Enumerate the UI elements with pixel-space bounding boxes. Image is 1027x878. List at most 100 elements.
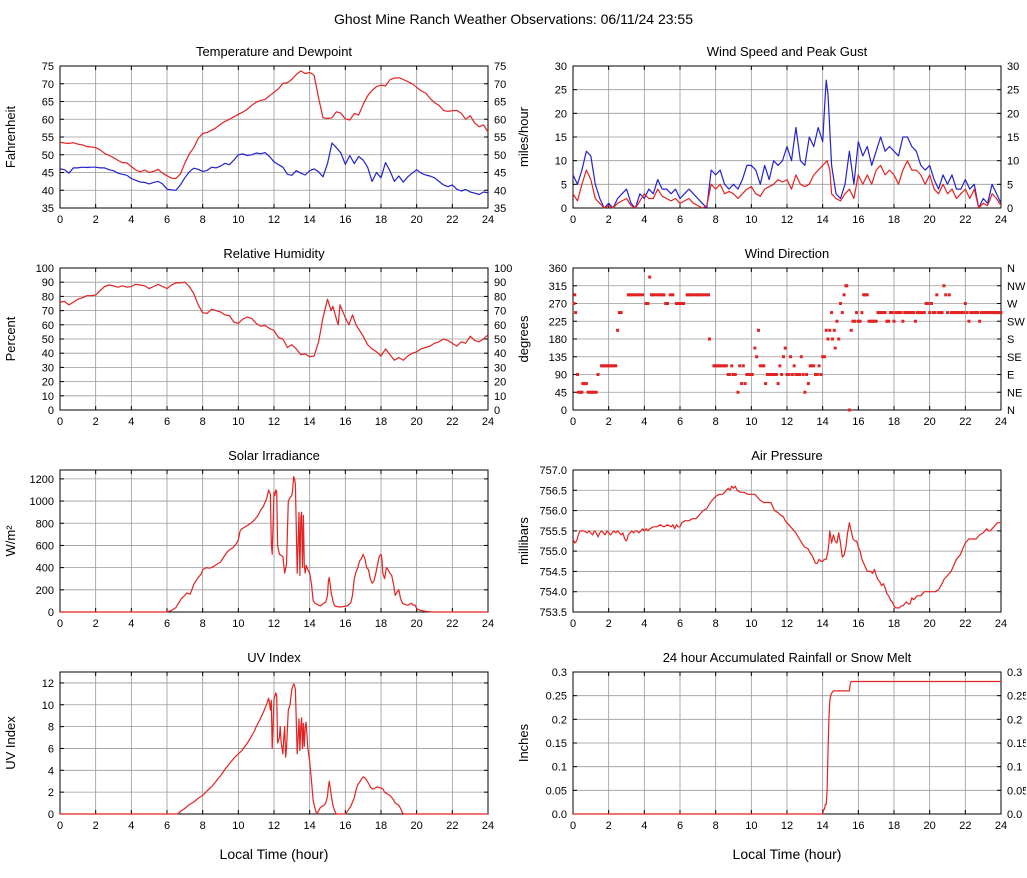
svg-text:4: 4 (641, 416, 647, 428)
svg-text:0.15: 0.15 (1007, 738, 1026, 750)
svg-text:12: 12 (268, 820, 280, 832)
svg-text:20: 20 (924, 416, 936, 428)
wind-direction-plot: 0 2 4 6 8 10 12 14 16 18 20 22 240459013518022527031… (516, 264, 1026, 428)
svg-text:6: 6 (164, 416, 170, 428)
svg-text:0.2: 0.2 (1007, 714, 1022, 726)
svg-text:W/m²: W/m² (3, 525, 18, 557)
svg-text:22: 22 (446, 618, 458, 630)
svg-text:60: 60 (494, 320, 506, 332)
svg-text:2: 2 (93, 214, 99, 226)
svg-text:757.0: 757.0 (539, 466, 567, 477)
svg-text:20: 20 (42, 377, 54, 389)
svg-text:16: 16 (339, 416, 351, 428)
svg-text:SW: SW (1007, 316, 1025, 328)
svg-text:0.25: 0.25 (546, 691, 567, 703)
svg-text:8: 8 (713, 214, 719, 226)
svg-text:18: 18 (375, 820, 387, 832)
svg-text:14: 14 (304, 618, 316, 630)
svg-text:4: 4 (641, 618, 647, 630)
svg-text:24: 24 (995, 820, 1007, 832)
svg-text:4: 4 (128, 820, 134, 832)
svg-text:0: 0 (570, 214, 576, 226)
svg-text:18: 18 (888, 214, 900, 226)
svg-text:10: 10 (745, 820, 757, 832)
svg-text:60: 60 (42, 114, 54, 126)
svg-text:20: 20 (411, 618, 423, 630)
svg-text:25: 25 (1007, 85, 1019, 97)
svg-text:90: 90 (494, 277, 506, 289)
svg-text:30: 30 (494, 362, 506, 374)
svg-text:20: 20 (555, 108, 567, 120)
svg-text:40: 40 (42, 348, 54, 360)
svg-text:0: 0 (570, 416, 576, 428)
svg-text:5: 5 (561, 179, 567, 191)
svg-text:14: 14 (304, 820, 316, 832)
svg-text:22: 22 (959, 214, 971, 226)
svg-text:40: 40 (42, 185, 54, 197)
svg-text:65: 65 (494, 97, 506, 109)
svg-text:8: 8 (48, 722, 54, 734)
svg-text:14: 14 (817, 214, 829, 226)
svg-text:0: 0 (48, 607, 54, 619)
svg-text:0.05: 0.05 (1007, 785, 1026, 797)
svg-text:75: 75 (42, 62, 54, 73)
svg-text:45: 45 (494, 168, 506, 180)
svg-text:NE: NE (1007, 387, 1022, 399)
svg-text:315: 315 (549, 281, 567, 293)
svg-text:10: 10 (555, 156, 567, 168)
svg-text:8: 8 (200, 618, 206, 630)
svg-text:2: 2 (606, 618, 612, 630)
svg-text:8: 8 (713, 618, 719, 630)
svg-text:22: 22 (446, 416, 458, 428)
svg-text:8: 8 (713, 416, 719, 428)
svg-text:45: 45 (42, 168, 54, 180)
chart-title-relative-humidity: Relative Humidity (223, 246, 325, 261)
chart-title-solar-irradiance: Solar Irradiance (228, 448, 320, 463)
svg-text:10: 10 (745, 416, 757, 428)
svg-text:800: 800 (36, 518, 54, 530)
svg-text:12: 12 (42, 678, 54, 690)
svg-text:50: 50 (494, 150, 506, 162)
svg-text:4: 4 (128, 416, 134, 428)
svg-text:15: 15 (1007, 132, 1019, 144)
svg-text:16: 16 (339, 214, 351, 226)
svg-text:0: 0 (494, 405, 500, 417)
svg-text:4: 4 (128, 618, 134, 630)
svg-text:6: 6 (677, 618, 683, 630)
svg-text:6: 6 (677, 820, 683, 832)
chart-title-temperature-dewpoint: Temperature and Dewpoint (195, 44, 353, 59)
svg-text:135: 135 (549, 352, 567, 364)
svg-text:14: 14 (304, 214, 316, 226)
svg-text:60: 60 (494, 114, 506, 126)
svg-text:N: N (1007, 264, 1015, 275)
svg-text:18: 18 (888, 618, 900, 630)
svg-text:30: 30 (1007, 62, 1019, 73)
svg-text:miles/hour: miles/hour (516, 106, 531, 167)
svg-text:100: 100 (494, 264, 512, 275)
chart-grid: Temperature and Dewpoint 0 2 4 6 8 10 12 14 16 18… (0, 42, 1027, 876)
svg-text:4: 4 (641, 214, 647, 226)
svg-text:55: 55 (42, 132, 54, 144)
chart-title-air-pressure: Air Pressure (751, 448, 823, 463)
svg-text:755.0: 755.0 (539, 546, 567, 558)
solar-irradiance-plot: 0 2 4 6 8 10 12 14 16 18 20 22 240200400600800100012… (3, 469, 494, 630)
chart-title-rainfall: 24 hour Accumulated Rainfall or Snow Mel… (662, 650, 912, 665)
svg-text:14: 14 (817, 618, 829, 630)
svg-text:0.0: 0.0 (1007, 809, 1022, 821)
svg-text:8: 8 (200, 416, 206, 428)
svg-text:SE: SE (1007, 352, 1022, 364)
svg-text:70: 70 (494, 79, 506, 91)
svg-text:6: 6 (48, 743, 54, 755)
chart-uv-index: UV Index 0 2 4 6 8 10 12 14 16 18 20 22 24 0 2 4 6 8 10 12 U… (0, 648, 513, 876)
svg-text:0: 0 (561, 203, 567, 215)
svg-text:80: 80 (42, 291, 54, 303)
svg-text:16: 16 (852, 214, 864, 226)
svg-text:0: 0 (57, 416, 63, 428)
svg-text:35: 35 (494, 203, 506, 215)
svg-text:4: 4 (48, 765, 54, 777)
svg-text:18: 18 (375, 214, 387, 226)
svg-text:24: 24 (482, 820, 494, 832)
